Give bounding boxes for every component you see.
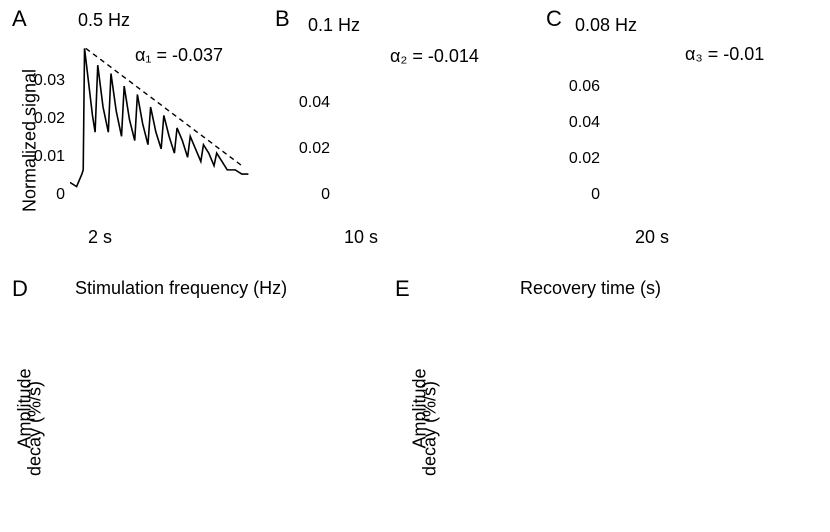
panel-d-label: D — [12, 276, 28, 302]
panel-d-bars — [100, 300, 360, 500]
ylabel-abc: Normalized signal — [20, 61, 41, 221]
panel-c-label: C — [546, 6, 562, 32]
panel-b-scalebar-label: 10 s — [344, 227, 378, 248]
panel-a-trace — [70, 30, 265, 205]
panel-c-scalebar-label: 20 s — [635, 227, 669, 248]
ytick-c-1: 0.02 — [560, 150, 600, 168]
panel-e-plot — [480, 300, 810, 500]
panel-e-title: Recovery time (s) — [520, 278, 661, 299]
ytick-c-2: 0.04 — [560, 114, 600, 132]
ytick-c-3: 0.06 — [560, 78, 600, 96]
ytick-c-0: 0 — [560, 186, 600, 204]
ytick-b-0: 0 — [290, 186, 330, 204]
panel-c-trace — [605, 30, 805, 205]
ylabel-d-2: decay (%/s) — [25, 369, 46, 489]
panel-a-scalebar-label: 2 s — [88, 227, 112, 248]
ytick-b-1: 0.02 — [290, 140, 330, 158]
panel-a-title: 0.5 Hz — [78, 10, 130, 31]
panel-b-label: B — [275, 6, 290, 32]
ylabel-e-2: decay (%/s) — [420, 369, 441, 489]
panel-d-title: Stimulation frequency (Hz) — [75, 278, 287, 299]
panel-b-trace — [335, 30, 530, 205]
panel-e-label: E — [395, 276, 410, 302]
ytick-b-2: 0.04 — [290, 94, 330, 112]
panel-a-label: A — [12, 6, 27, 32]
